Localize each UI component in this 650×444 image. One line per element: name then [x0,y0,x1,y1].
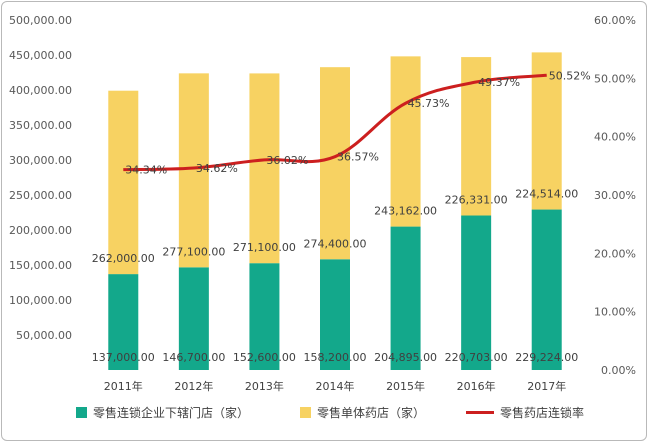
bar-data-labels: 137,000.00 262,000.00 146,700.00 277,100.00… [92,188,578,364]
left-axis-tick-label: 150,000.00 [9,259,72,272]
line-label-chain-rate: 45.73% [408,97,450,110]
right-axis-tick-label: 30.00% [594,189,636,202]
bar-single-stores [249,73,280,264]
line-chain-rate [123,73,547,172]
bar-label-chain-stores: 229,224.00 [515,351,578,364]
left-axis-tick-label: 450,000.00 [9,49,72,62]
bar-label-single-stores: 277,100.00 [162,245,225,258]
left-axis-tick-label: 50,000.00 [16,329,72,342]
line-series: 34.34% 34.62% 36.02% 36.57% 45.73% 49.37% 50.5… [123,69,591,177]
bar-single-stores [178,73,209,268]
category-label: 2013年 [245,379,284,393]
legend: 零售连锁企业下辖门店（家） 零售单体药店（家） 零售药店连锁率 [0,404,650,426]
line-label-chain-rate: 36.02% [266,154,308,167]
left-axis-tick-label: 200,000.00 [9,224,72,237]
right-axis-tick-label: 20.00% [594,247,636,260]
bar-label-single-stores: 226,331.00 [445,194,508,207]
bar-single-stores [531,52,562,210]
bar-label-single-stores: 274,400.00 [304,237,367,250]
left-axis-tick-label: 250,000.00 [9,189,72,202]
right-axis-tick-label: 50.00% [594,72,636,85]
legend-label-chain-stores: 零售连锁企业下辖门店（家） [93,406,250,420]
bar-label-single-stores: 262,000.00 [92,252,155,265]
right-axis-tick-label: 0.00% [601,364,636,377]
bar-label-single-stores: 243,162.00 [374,205,437,218]
bar-single-stores [320,67,350,260]
line-label-chain-rate: 50.52% [549,69,591,82]
bar-label-single-stores: 224,514.00 [515,188,578,201]
legend-label-single-stores: 零售单体药店（家） [317,406,426,420]
legend-swatch-chain-stores [76,407,87,418]
bar-single-stores [390,56,421,227]
category-label: 2012年 [174,379,213,393]
bar-chain-stores [390,226,421,370]
bar-single-stores [108,90,139,275]
left-axis-tick-label: 100,000.00 [9,294,72,307]
legend-swatch-chain-rate [466,411,494,414]
right-axis-tick-label: 60.00% [594,14,636,27]
legend-label-chain-rate: 零售药店连锁率 [500,406,585,420]
category-label: 2015年 [386,379,425,393]
legend-item-chain-rate: 零售药店连锁率 [466,404,584,421]
left-axis-tick-label: 500,000.00 [9,14,72,27]
right-axis-tick-label: 10.00% [594,306,636,319]
line-label-chain-rate: 49.37% [478,76,520,89]
bar-label-single-stores: 271,100.00 [233,241,296,254]
bar-label-chain-stores: 204,895.00 [374,351,437,364]
legend-item-single-stores: 零售单体药店（家） [300,404,425,421]
left-axis-tick-label: 400,000.00 [9,84,72,97]
category-label: 2014年 [316,379,355,393]
category-labels: 2011年 2012年 2013年 2014年 2015年 2016年 2017年 [104,379,566,393]
legend-item-chain-stores: 零售连锁企业下辖门店（家） [76,404,249,421]
bar-chain-stores [108,274,139,370]
chart-canvas: 50,000.00 100,000.00 150,000.00 200,000.00 2… [9,14,636,393]
category-label: 2017年 [527,379,566,393]
bar-label-chain-stores: 220,703.00 [445,351,508,364]
left-axis-ticks: 50,000.00 100,000.00 150,000.00 200,000.00 2… [9,14,72,342]
category-label: 2016年 [457,379,496,393]
left-axis-tick-label: 350,000.00 [9,119,72,132]
legend-swatch-single-stores [300,407,311,418]
bar-chain-stores [249,263,280,370]
left-axis-tick-label: 300,000.00 [9,154,72,167]
line-label-chain-rate: 34.62% [196,162,238,175]
right-axis-tick-label: 40.00% [594,131,636,144]
bar-chain-stores [320,259,350,370]
bar-label-chain-stores: 152,600.00 [233,351,296,364]
line-label-chain-rate: 34.34% [125,164,167,177]
bar-label-chain-stores: 146,700.00 [162,351,225,364]
bar-chain-stores [461,215,492,370]
right-axis-ticks: 0.00% 10.00% 20.00% 30.00% 40.00% 50.00% 60.00… [594,14,636,377]
bar-chain-stores [178,267,209,370]
line-label-chain-rate: 36.57% [337,151,379,164]
bar-label-chain-stores: 158,200.00 [304,351,367,364]
bar-label-chain-stores: 137,000.00 [92,351,155,364]
bar-chain-stores [531,209,562,370]
bars [108,52,562,370]
category-label: 2011年 [104,379,143,393]
